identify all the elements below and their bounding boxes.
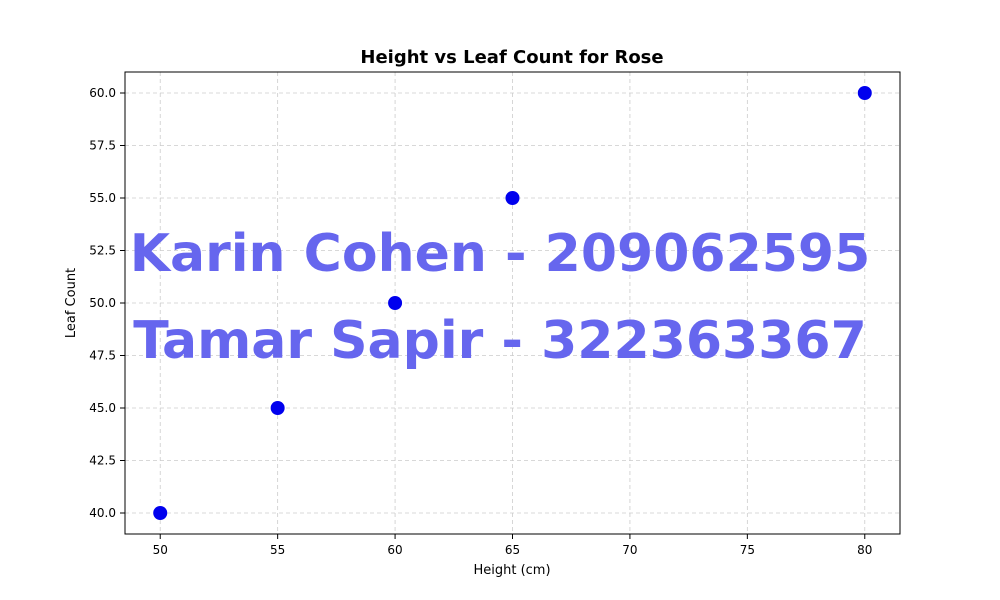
x-tick-label: 80: [857, 543, 872, 557]
plot-frame: [124, 71, 901, 535]
data-points: [153, 86, 872, 520]
x-tick-label: 50: [153, 543, 168, 557]
y-tick-label: 42.5: [89, 454, 116, 468]
y-axis-ticks: 40.0 42.5 45.0 47.5 50.0 52.5 55.0 57.5 60.0: [89, 86, 125, 520]
data-point: [270, 401, 285, 415]
data-point: [388, 296, 403, 310]
x-tick-label: 75: [740, 543, 755, 557]
y-tick-label: 60.0: [89, 86, 116, 100]
y-axis-label: Leaf Count: [64, 268, 79, 338]
y-tick-label: 52.5: [89, 244, 116, 258]
x-tick-label: 65: [505, 543, 520, 557]
chart-title: Height vs Leaf Count for Rose: [360, 47, 663, 68]
y-tick-label: 47.5: [89, 349, 116, 363]
data-point: [153, 506, 168, 520]
y-tick-label: 45.0: [89, 401, 116, 415]
y-tick-label: 55.0: [89, 191, 116, 205]
x-axis-ticks: 50 55 60 65 70 75 80: [153, 534, 872, 557]
x-tick-label: 60: [387, 543, 402, 557]
y-tick-label: 50.0: [89, 296, 116, 310]
x-tick-label: 55: [270, 543, 285, 557]
y-tick-label: 57.5: [89, 139, 116, 153]
y-tick-label: 40.0: [89, 506, 116, 520]
data-point: [857, 86, 872, 100]
x-tick-label: 70: [622, 543, 637, 557]
grid-lines: [125, 72, 900, 534]
x-axis-label: Height (cm): [473, 563, 550, 578]
data-point: [505, 191, 520, 205]
